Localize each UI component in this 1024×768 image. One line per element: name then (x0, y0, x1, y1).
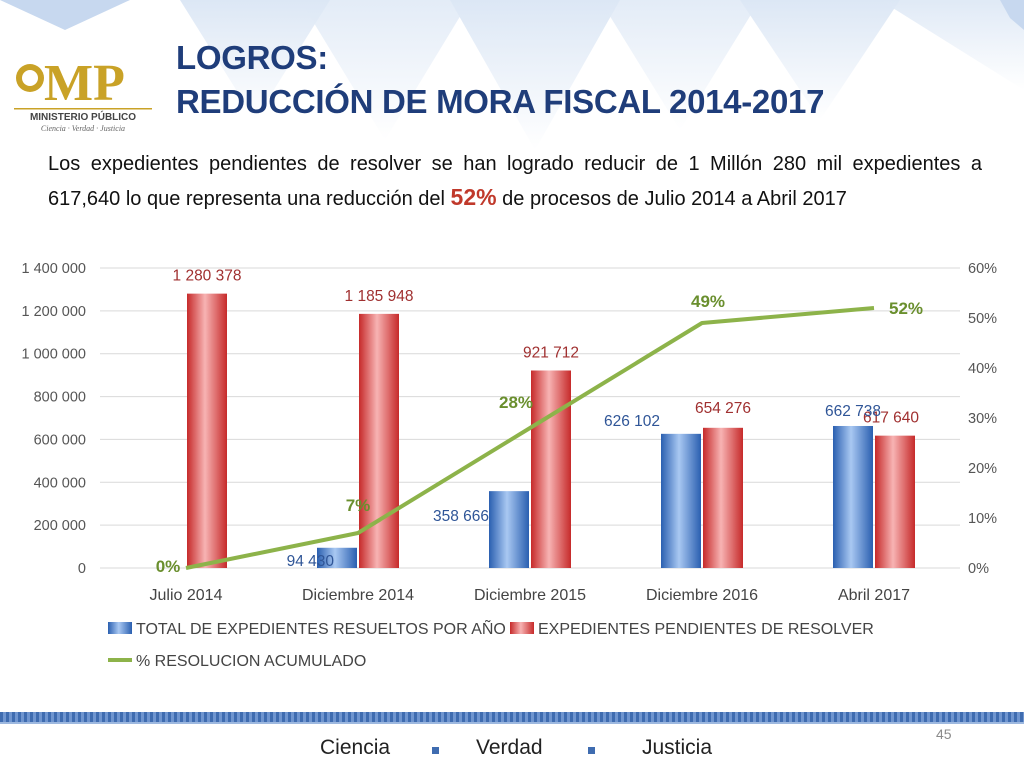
footer-word-ciencia: Ciencia (320, 736, 391, 759)
title-line-2: REDUCCIÓN DE MORA FISCAL 2014-2017 (176, 83, 825, 120)
x-tick-label: Diciembre 2016 (646, 587, 758, 604)
y-right-tick-label: 60% (968, 261, 997, 277)
bar-pendientes (187, 293, 227, 568)
y-left-tick-label: 1 000 000 (21, 347, 86, 363)
mora-fiscal-chart: 0 200 000 400 000 600 000 800 000 1 000 000 1 … (21, 261, 997, 670)
y-left-tick-label: 1 200 000 (21, 304, 86, 320)
page-title: LOGROS: REDUCCIÓN DE MORA FISCAL 2014-20… (176, 36, 824, 124)
data-label-resolucion: 28% (499, 393, 533, 412)
legend-label: % RESOLUCION ACUMULADO (136, 653, 366, 670)
y-left-tick-label: 400 000 (34, 475, 86, 491)
footer-word-verdad: Verdad (476, 736, 543, 759)
description-text-1: Los expedientes pendientes de resolver s… (48, 153, 982, 210)
description-paragraph: Los expedientes pendientes de resolver s… (48, 148, 982, 216)
y-left-tick-label: 200 000 (34, 518, 86, 534)
legend-swatch (108, 622, 132, 634)
bar-pendientes (875, 435, 915, 568)
header-background-pattern (0, 0, 1024, 150)
data-label-pendientes: 1 280 378 (173, 268, 242, 285)
footer-band-line (0, 722, 1024, 724)
bar-pendientes (359, 313, 399, 568)
data-label-resolucion: 7% (346, 496, 371, 515)
bar-pendientes (531, 370, 571, 568)
logo-motto: Ciencia · Verdad · Justicia (41, 124, 125, 133)
ministerio-publico-logo: MP MINISTERIO PÚBLICO Ciencia · Verdad ·… (8, 48, 158, 134)
y-right-tick-label: 0% (968, 561, 989, 577)
y-right-tick-label: 30% (968, 411, 997, 427)
data-label-pendientes: 654 276 (695, 400, 751, 417)
y-right-tick-label: 40% (968, 361, 997, 377)
footer-motto: Ciencia Verdad Justicia (0, 736, 1024, 766)
x-tick-label: Diciembre 2015 (474, 587, 586, 604)
data-label-resueltos: 94 430 (287, 553, 335, 570)
data-label-pendientes: 617 640 (863, 410, 919, 427)
logo-text: MP (44, 55, 125, 112)
description-text-2: de procesos de Julio 2014 a Abril 2017 (496, 188, 847, 210)
y-left-tick-label: 0 (78, 561, 86, 577)
data-label-resueltos: 662 738 (825, 403, 881, 420)
title-line-1: LOGROS: (176, 39, 328, 76)
y-right-tick-label: 10% (968, 511, 997, 527)
bar-resueltos (317, 547, 357, 568)
data-label-resolucion: 0% (156, 557, 181, 576)
line-resolucion-acumulado (185, 306, 875, 570)
bar-resueltos (661, 433, 701, 568)
bar-resueltos (833, 425, 873, 568)
y-left-tick-label: 600 000 (34, 432, 86, 448)
legend-label: EXPEDIENTES PENDIENTES DE RESOLVER (538, 621, 874, 638)
bar-resueltos (489, 491, 529, 568)
page-number: 45 (936, 726, 952, 742)
y-right-tick-label: 20% (968, 461, 997, 477)
y-left-tick-label: 800 000 (34, 390, 86, 406)
data-label-resolucion: 52% (889, 299, 923, 318)
logo-sub: MINISTERIO PÚBLICO (30, 110, 136, 123)
footer-bullet-icon (588, 747, 595, 754)
footer-word-justicia: Justicia (642, 736, 713, 759)
legend-label: TOTAL DE EXPEDIENTES RESUELTOS POR AÑO (136, 618, 506, 638)
bar-pendientes (703, 427, 743, 568)
legend-swatch (510, 622, 534, 634)
data-label-resueltos: 626 102 (604, 413, 660, 430)
y-right-tick-label: 50% (968, 311, 997, 327)
data-label-resolucion: 49% (691, 292, 725, 311)
footer-bullet-icon (432, 747, 439, 754)
footer-band (0, 712, 1024, 722)
y-left-tick-label: 1 400 000 (21, 261, 86, 277)
x-tick-label: Abril 2017 (838, 587, 910, 604)
x-tick-label: Diciembre 2014 (302, 587, 414, 604)
data-label-pendientes: 1 185 948 (345, 288, 414, 305)
data-label-resueltos: 358 666 (433, 508, 489, 525)
data-label-pendientes: 921 712 (523, 344, 579, 361)
x-tick-label: Julio 2014 (150, 587, 223, 604)
description-highlight: 52% (450, 184, 497, 210)
